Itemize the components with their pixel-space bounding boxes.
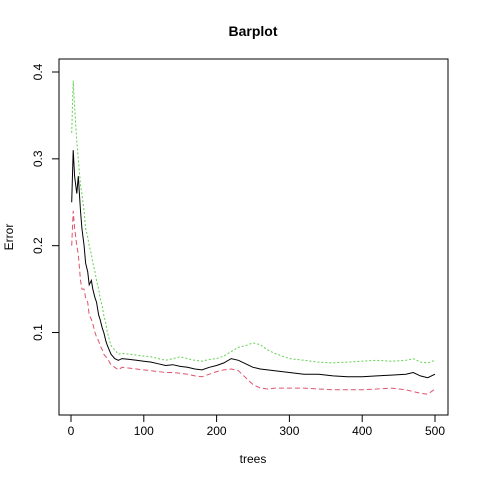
series-line-1 (71, 150, 436, 379)
plot-frame (58, 58, 449, 416)
x-axis-label: trees (240, 452, 267, 466)
y-tick-label: 0.4 (31, 63, 45, 80)
x-tick-label: 0 (68, 424, 75, 438)
y-axis-label: Error (2, 224, 16, 251)
series-line-2 (71, 210, 436, 395)
x-tick-label: 400 (352, 424, 372, 438)
x-tick-label: 500 (425, 424, 445, 438)
chart-title: Barplot (229, 23, 278, 39)
x-tick-label: 100 (134, 424, 154, 438)
y-tick-label: 0.3 (31, 150, 45, 167)
x-tick-label: 200 (207, 424, 227, 438)
y-axis: 0.1 0.2 0.3 0.4 (31, 63, 60, 341)
x-tick-label: 300 (279, 424, 299, 438)
series-line-3 (71, 80, 436, 364)
y-tick-label: 0.2 (31, 237, 45, 254)
series-layer (71, 80, 436, 395)
x-axis: 0 100 200 300 400 500 (68, 414, 445, 438)
y-tick-label: 0.1 (31, 324, 45, 341)
